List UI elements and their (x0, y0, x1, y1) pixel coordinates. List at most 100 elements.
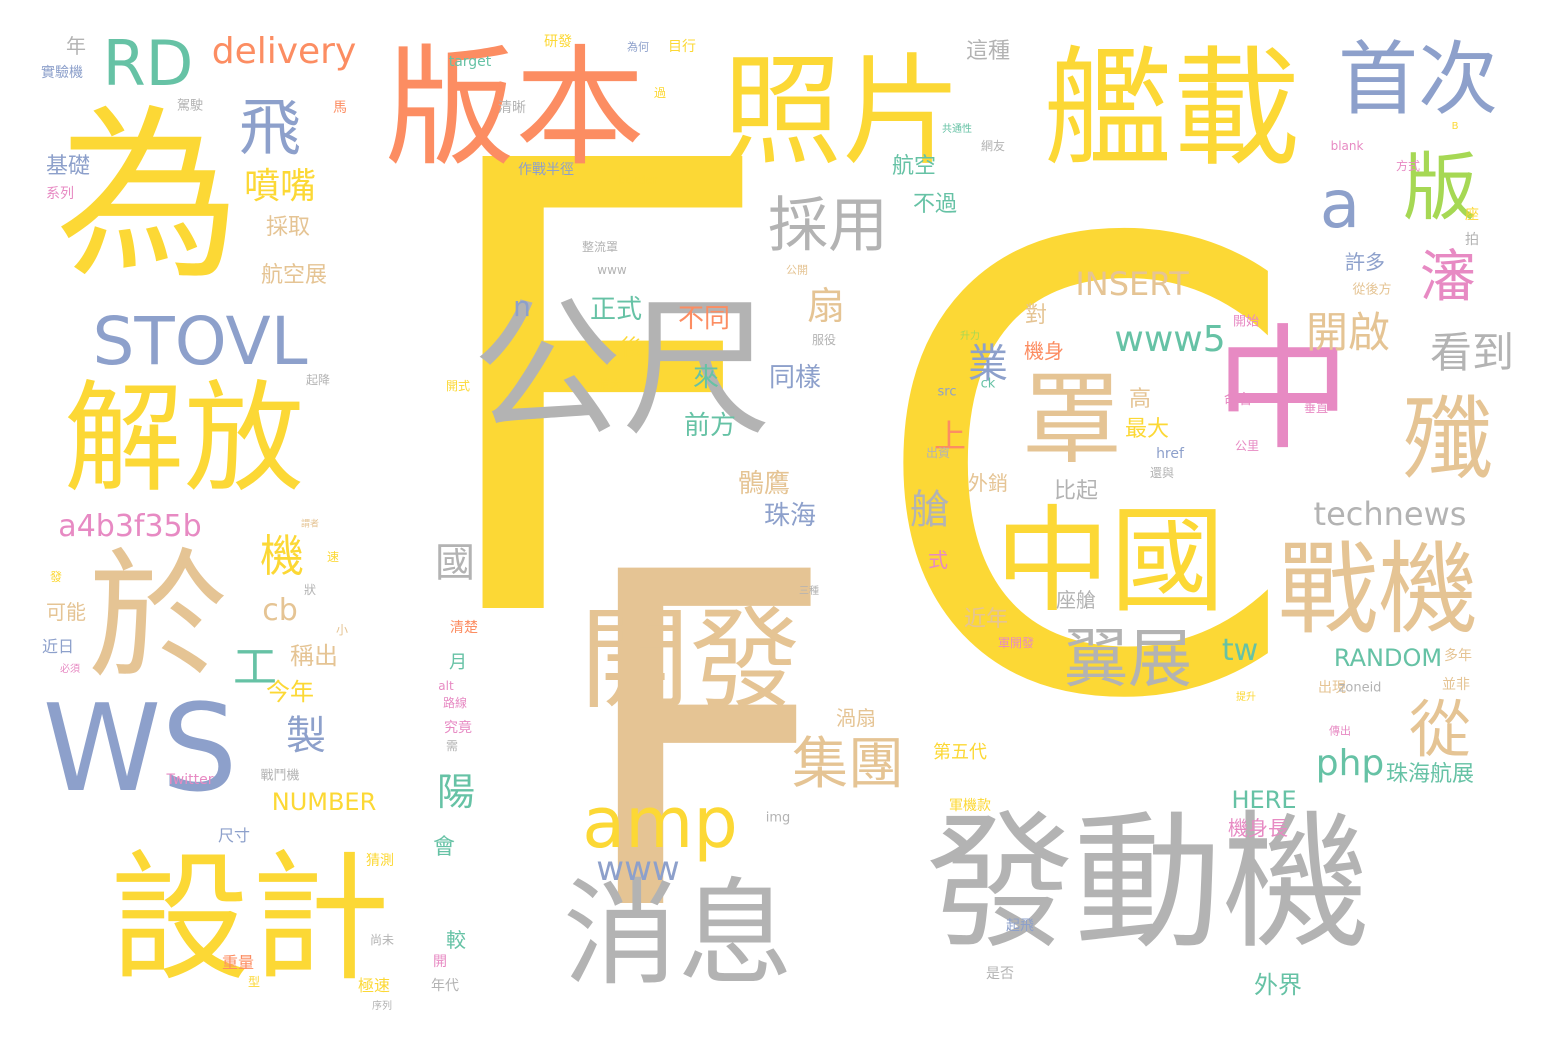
cloud-word: 清晰 (498, 100, 526, 116)
cloud-word: 渦扇 (836, 706, 876, 730)
cloud-word: 會 (432, 835, 456, 860)
cloud-word: 出資 (925, 446, 951, 460)
cloud-word: 式 (928, 548, 948, 572)
cloud-word: 垂直 (1303, 401, 1329, 415)
cloud-word: 作戰半徑 (518, 162, 574, 178)
cloud-word: HERE (1231, 786, 1297, 814)
cloud-word: 照片 (722, 43, 962, 182)
cloud-word: 工 (233, 642, 277, 693)
cloud-word: 公開 (786, 263, 808, 277)
cloud-word: 軍開發 (997, 636, 1035, 650)
cloud-word: 中 (1215, 311, 1351, 469)
cloud-word: 方式 (1395, 159, 1421, 173)
cloud-word: 對 (1024, 303, 1048, 328)
cloud-word: 高 (1128, 387, 1152, 412)
cloud-word: 鶻鷹 (737, 469, 791, 499)
cloud-word: 重量 (221, 953, 255, 972)
cloud-word: 許多 (1345, 250, 1385, 274)
cloud-word: 國 (435, 540, 475, 586)
cloud-word: 近年 (963, 607, 1009, 632)
cloud-word: 戰機 (1278, 531, 1478, 648)
cloud-word: 開始 (1232, 314, 1260, 330)
cloud-word: 狀 (303, 583, 317, 597)
cloud-word: tw (1221, 633, 1259, 668)
cloud-word: 製 (286, 713, 326, 759)
cloud-word: 研發 (544, 34, 572, 50)
cloud-word: technews (1313, 495, 1467, 533)
cloud-word: 軍機款 (949, 798, 991, 814)
cloud-word: 消息 (562, 867, 794, 1002)
cloud-word: RD (102, 27, 194, 100)
cloud-word: 起降 (305, 373, 331, 387)
cloud-word: 清楚 (450, 620, 478, 636)
cloud-word: RANDOM (1333, 644, 1443, 672)
cloud-word: 尚未 (369, 933, 395, 947)
cloud-word: 馬 (333, 100, 347, 116)
cloud-word: 年代 (431, 978, 459, 994)
cloud-word: 駕駛 (176, 98, 204, 114)
cloud-word: 出現 (1318, 680, 1346, 696)
cloud-word: 解放 (64, 370, 304, 509)
cloud-word: 座 (1465, 207, 1479, 223)
cloud-word: 採取 (265, 215, 311, 240)
cloud-word: 謂者 (300, 519, 320, 530)
cloud-word: href (1156, 446, 1184, 462)
cloud-word: 來 (692, 363, 720, 393)
cloud-word: 版 (1403, 145, 1477, 231)
cloud-word: www5 (1114, 319, 1226, 360)
cloud-word: 這種 (965, 39, 1011, 64)
cloud-word: STOVL (92, 303, 308, 380)
cloud-word: 不過 (912, 192, 958, 217)
cloud-word: ck (980, 376, 996, 392)
cloud-word: 艙 (910, 487, 950, 533)
cloud-word: 整流罩 (581, 240, 619, 254)
cloud-word: 不同 (677, 304, 731, 334)
cloud-word: a4b3f35b (58, 509, 202, 544)
cloud-word: 採用 (768, 191, 888, 261)
cloud-word: 提升 (1236, 692, 1256, 703)
cloud-word: 飛 (238, 91, 302, 164)
cloud-word: zoneid (1338, 680, 1382, 696)
cloud-word: 為 (55, 88, 241, 305)
cloud-word: 業 (968, 341, 1008, 387)
cloud-word: 還與 (1149, 466, 1175, 480)
cloud-word: 系列 (46, 186, 74, 202)
cloud-word: 上 (933, 417, 967, 455)
cloud-word: 從 (1408, 693, 1472, 766)
cloud-word: 稍大 (597, 377, 623, 391)
cloud-word: 第五代 (933, 742, 987, 763)
cloud-word: 近日 (41, 637, 75, 656)
cloud-word: 首次 (1338, 33, 1498, 126)
cloud-word: 並非 (1442, 677, 1470, 693)
cloud-word: 航空 (891, 154, 937, 179)
cloud-word: www (597, 263, 627, 277)
cloud-word: 年 (66, 34, 86, 58)
cloud-word: alt (438, 679, 454, 693)
cloud-word: 設計 (109, 838, 391, 1001)
cloud-word: B (1451, 121, 1459, 132)
cloud-word: 罩 (1022, 361, 1122, 478)
cloud-word: 型 (247, 975, 261, 989)
cloud-word: 開啟 (1305, 308, 1391, 357)
cloud-word: 小 (335, 623, 349, 637)
cloud-word: 基礎 (45, 154, 91, 179)
cloud-word: 扇 (806, 284, 846, 328)
cloud-word: 發動機 (926, 797, 1370, 969)
cloud-word: delivery (211, 31, 357, 72)
cloud-word: 最大 (1124, 417, 1170, 442)
cloud-word: blank (1330, 139, 1364, 153)
cloud-word: 開 (433, 954, 447, 970)
cloud-word: 開發 (580, 596, 800, 724)
cloud-word: 外銷 (968, 471, 1008, 495)
cloud-word: 過 (653, 86, 667, 100)
cloud-word: 機身長 (1228, 816, 1288, 840)
cloud-word: www (596, 849, 680, 889)
cloud-word: 服役 (811, 333, 837, 347)
cloud-word: 噴嘴 (243, 166, 317, 207)
cloud-word: 珠海 (763, 501, 817, 531)
cloud-word: 開式 (445, 379, 471, 393)
cloud-word: 極速 (357, 976, 391, 995)
cloud-word: 航空展 (260, 263, 328, 288)
cloud-word: 看到 (1429, 328, 1515, 377)
